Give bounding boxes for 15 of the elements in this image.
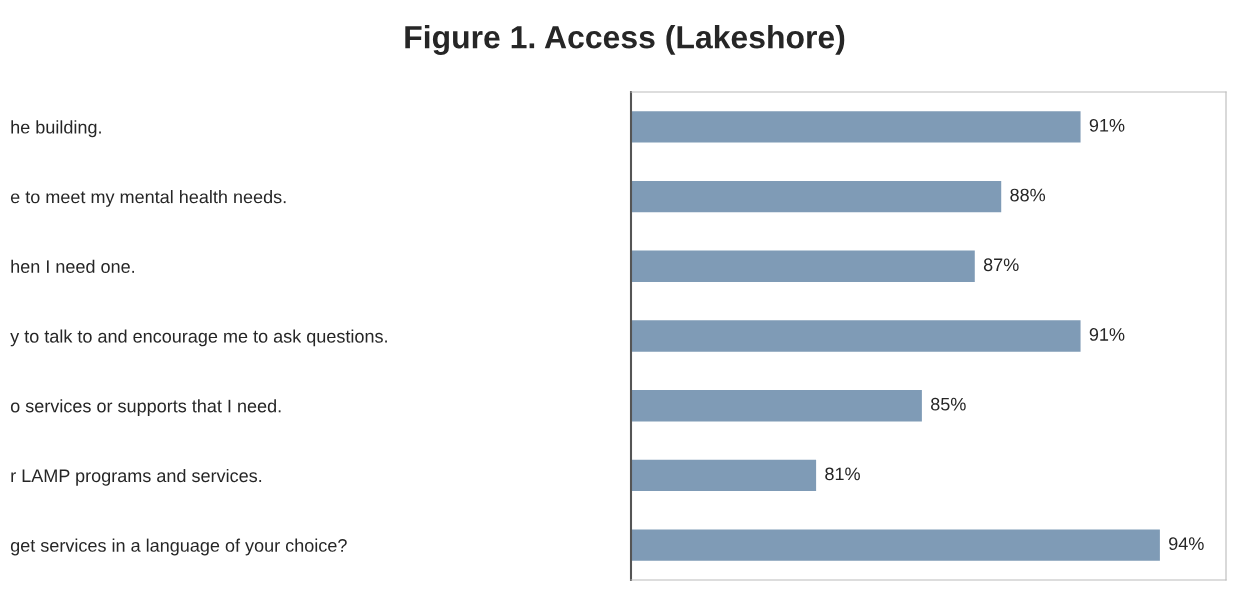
y-tick-label: get services in a language of your choice? [10,538,347,556]
y-tick-label: r LAMP programs and services. [11,468,262,486]
y-tick-label: he building. [11,120,101,138]
chart-title: Figure 1. Access (Lakeshore) [405,25,845,55]
data-label: 94% [1169,537,1204,550]
y-tick-label: hen I need one. [11,259,135,274]
y-tick-label: e to meet my mental health needs. [10,190,286,207]
data-label: 88% [1010,188,1046,202]
y-tick-label: o services or supports that I need. [10,399,281,416]
data-label: 81% [825,467,860,481]
data-label: 91% [1089,118,1125,132]
data-label: 91% [1089,328,1125,341]
y-tick-label: y to talk to and encourage me to ask questions. [10,329,387,347]
data-label: 87% [983,258,1019,272]
data-label: 85% [931,397,966,411]
